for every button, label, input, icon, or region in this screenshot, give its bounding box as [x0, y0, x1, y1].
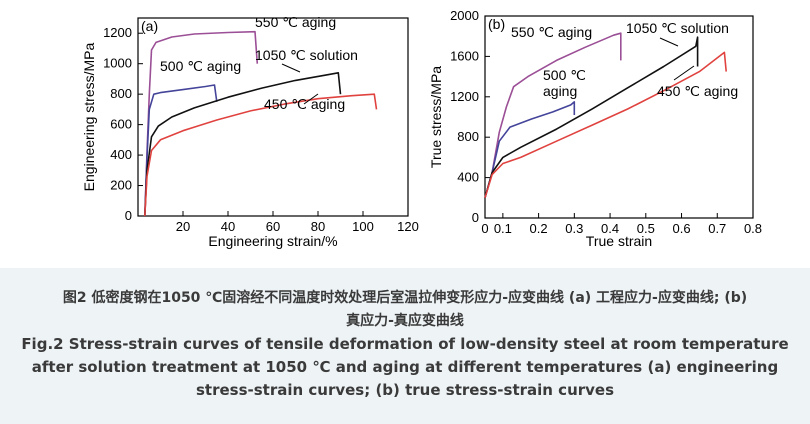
- annotation-pointer: [281, 63, 301, 73]
- annotation-pointer: [659, 37, 679, 47]
- annotation-450-aging: 450 ℃ aging: [657, 83, 738, 99]
- annotation-500-aging: 500 ℃: [543, 67, 586, 83]
- caption-en-line-3: stress-strain curves; (b) true stress-st…: [195, 381, 615, 399]
- y-tick-label: 200: [110, 178, 132, 193]
- figure: 0 200 400 600 800 1000 1200 20 40 60 80 100 120 Engin…: [81, 8, 763, 249]
- y-tick-label: 2000: [450, 8, 479, 23]
- x-tick-label: 0.2: [530, 221, 548, 236]
- series-line-450-aging: [484, 51, 727, 199]
- panel-b-chart: 0 400 800 1200 1600 2000 0 0.1 0.2 0.3 0.4 0.5 0.6 0.…: [428, 8, 762, 249]
- annotation-1050-solution: 1050 ℃ solution: [255, 47, 358, 63]
- x-tick-label: 20: [176, 219, 190, 234]
- caption-cn-line-2: 真应力-真应变曲线: [346, 313, 464, 329]
- series-line-1050-solution: [484, 36, 699, 199]
- x-tick-label: 0.5: [637, 221, 655, 236]
- y-tick-label: 0: [472, 210, 479, 225]
- panel-a-chart: 0 200 400 600 800 1000 1200 20 40 60 80 100 120 Engin…: [81, 14, 419, 249]
- annotation-1050-solution: 1050 ℃ solution: [626, 20, 729, 36]
- annotation-pointer: [673, 65, 695, 81]
- x-tick-label: 0.6: [672, 221, 690, 236]
- annotation-550-aging: 550 ℃ aging: [511, 24, 592, 40]
- caption-cn-line-1: 图2 低密度钢在1050 ℃固溶经不同温度时效处理后室温拉伸变形应力-应变曲线 …: [62, 290, 748, 306]
- series-line-500-aging: [144, 84, 218, 217]
- x-axis-label: True strain: [586, 233, 652, 249]
- figure-svg: 0 200 400 600 800 1000 1200 20 40 60 80 100 120 Engin…: [81, 8, 762, 249]
- series-line-1050-solution: [144, 72, 342, 217]
- x-tick-label: 0.4: [601, 221, 619, 236]
- y-tick-label: 800: [457, 129, 479, 144]
- panel-label: (a): [141, 18, 158, 34]
- series-line-500-aging: [484, 101, 576, 199]
- x-tick-label: 40: [221, 219, 235, 234]
- series-line-550-aging: [484, 32, 622, 199]
- plot-frame: [484, 15, 754, 219]
- y-axis-label: True stress/MPa: [428, 66, 444, 168]
- series-line-450-aging: [144, 93, 378, 217]
- x-axis-label: Engineering strain/%: [208, 233, 337, 249]
- x-tick-label: 100: [352, 219, 374, 234]
- annotation-500-aging: 500 ℃ aging: [160, 58, 241, 74]
- x-tick-label: 0.7: [708, 221, 726, 236]
- x-tick-label: 80: [311, 219, 325, 234]
- y-tick-label: 400: [110, 147, 132, 162]
- x-tick-label: 120: [397, 219, 419, 234]
- y-axis-label: Engineering stress/MPa: [81, 42, 97, 191]
- y-tick-label: 1200: [103, 25, 132, 40]
- figure-caption: 图2 低密度钢在1050 ℃固溶经不同温度时效处理后室温拉伸变形应力-应变曲线 …: [0, 268, 810, 424]
- y-tick-label: 1200: [450, 89, 479, 104]
- x-tick-label: 0.1: [494, 221, 512, 236]
- annotation-550-aging: 550 ℃ aging: [255, 14, 336, 30]
- annotation-pointer: [303, 93, 319, 105]
- x-tick-label: 0.8: [744, 221, 762, 236]
- caption-en-line-1: Fig.2 Stress-strain curves of tensile de…: [21, 335, 789, 353]
- y-tick-label: 1000: [103, 56, 132, 71]
- y-tick-label: 800: [110, 86, 132, 101]
- x-tick-label: 0.3: [565, 221, 583, 236]
- y-tick-label: 400: [457, 170, 479, 185]
- caption-en-line-2: after solution treatment at 1050 ℃ and a…: [31, 358, 779, 376]
- annotation-500-aging: aging: [543, 83, 577, 99]
- y-tick-label: 1600: [450, 48, 479, 63]
- y-tick-label: 0: [125, 208, 132, 223]
- panel-label: (b): [488, 16, 505, 32]
- y-tick-label: 600: [110, 117, 132, 132]
- x-tick-label: 0: [481, 221, 488, 236]
- x-tick-label: 60: [266, 219, 280, 234]
